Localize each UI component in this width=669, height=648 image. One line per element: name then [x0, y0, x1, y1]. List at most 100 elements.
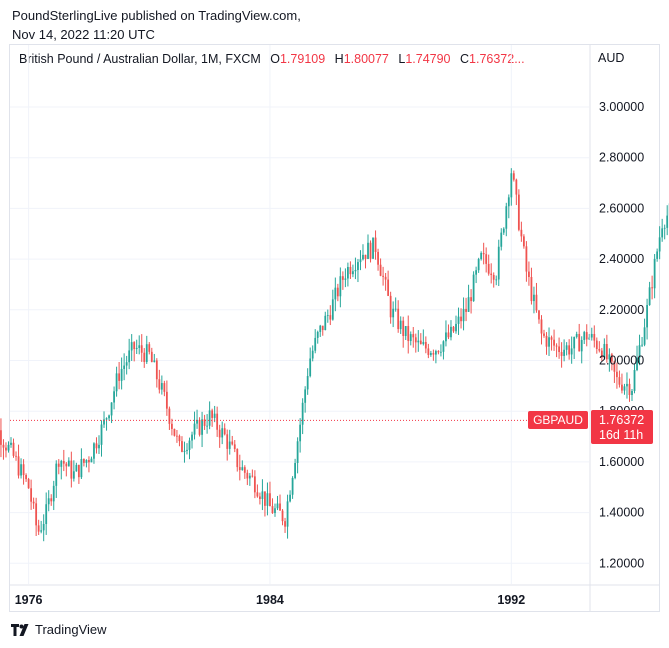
candle-body — [248, 475, 251, 479]
candle-body — [374, 237, 377, 252]
candle-body — [553, 339, 555, 346]
candle-body — [520, 229, 523, 237]
time-axis: 1976198419922000200820162024 — [15, 593, 526, 607]
price-badge-value: 1.76372 — [599, 413, 644, 427]
candle-body — [133, 342, 136, 350]
y-tick-label: 1.60000 — [599, 455, 644, 469]
candle-body — [326, 315, 329, 316]
candle-body — [570, 348, 573, 355]
publisher-line-1: PoundSterlingLive published on TradingVi… — [12, 8, 301, 23]
candle-body — [289, 494, 291, 502]
candle-body — [354, 270, 357, 272]
candle-body — [485, 254, 488, 264]
candle-body — [291, 477, 294, 495]
candle-body — [568, 345, 571, 355]
publisher-info: PoundSterlingLive published on TradingVi… — [12, 6, 301, 44]
candle-body — [522, 236, 525, 247]
candle-body — [0, 430, 2, 445]
candle-body — [62, 460, 65, 464]
candle-body — [389, 295, 392, 318]
candle-body — [404, 326, 407, 337]
candle-body — [349, 266, 352, 275]
close-label: C — [459, 52, 470, 66]
candle-body — [605, 343, 608, 360]
candle-body — [32, 501, 35, 504]
candle-body — [196, 419, 198, 424]
candle-body — [653, 258, 656, 289]
candle-body — [299, 424, 302, 442]
candle-body — [206, 425, 209, 427]
candle-body — [30, 488, 33, 502]
candle-body — [279, 503, 281, 511]
candle-body — [382, 275, 384, 277]
candle-body — [643, 327, 646, 345]
candle-body — [585, 332, 588, 340]
candle-body — [455, 323, 457, 332]
candle-body — [145, 344, 148, 362]
candle-body — [482, 253, 485, 255]
candle-body — [316, 331, 319, 338]
candle-body — [103, 419, 105, 425]
candle-body — [442, 341, 445, 352]
candle-body — [271, 506, 274, 514]
candle-body — [118, 373, 121, 381]
candle-body — [387, 279, 390, 296]
x-tick-label: 1992 — [497, 593, 525, 607]
candle-body — [480, 253, 483, 260]
candle-body — [120, 368, 123, 381]
candle-body — [27, 479, 30, 489]
footer-brand[interactable]: TradingView — [35, 622, 107, 637]
candle-body — [467, 297, 470, 312]
candle-body — [309, 358, 312, 377]
candle-body — [105, 418, 108, 420]
candle-body — [266, 493, 269, 506]
candle-body — [77, 464, 80, 478]
candle-body — [251, 475, 254, 477]
symbol-legend: British Pound / Australian Dollar, 1M, F… — [19, 52, 525, 66]
candle-body — [10, 442, 12, 445]
candle-body — [221, 428, 224, 438]
tradingview-logo-icon[interactable] — [11, 623, 31, 636]
candle-body — [434, 351, 437, 355]
candle-body — [565, 345, 568, 350]
candle-body — [75, 464, 78, 472]
candle-body — [201, 419, 203, 435]
candle-body — [648, 287, 651, 306]
candle-body — [243, 467, 246, 473]
high-value: 1.80077 — [343, 52, 389, 66]
candle-body — [50, 498, 53, 502]
candle-body — [515, 179, 518, 195]
candle-body — [72, 471, 75, 479]
candle-body — [367, 242, 369, 259]
candle-body — [216, 413, 219, 430]
candle-body — [636, 357, 638, 371]
candle-body — [188, 440, 191, 450]
candle-body — [475, 270, 478, 275]
candle-body — [362, 254, 364, 260]
y-tick-label: 2.80000 — [599, 151, 644, 165]
candle-body — [321, 325, 324, 331]
candle-body — [2, 444, 5, 448]
candle-body — [543, 333, 545, 336]
candle-body — [331, 299, 334, 320]
candle-body — [392, 308, 395, 318]
chart-frame — [9, 44, 660, 612]
candle-body — [223, 428, 226, 435]
candle-body — [70, 460, 73, 479]
candle-body — [460, 316, 462, 322]
candle-body — [236, 448, 239, 468]
candle-body — [533, 294, 535, 302]
candle-body — [246, 472, 249, 479]
candle-body — [98, 444, 100, 449]
candle-body — [52, 485, 55, 502]
price-badge: 1.76372 16d 11h — [591, 410, 653, 444]
candle-body — [47, 498, 50, 505]
candle-body — [261, 491, 264, 499]
candle-body — [181, 441, 183, 452]
candle-body — [339, 276, 342, 297]
candle-body — [336, 287, 339, 297]
candle-body — [37, 525, 40, 532]
candle-body — [7, 444, 10, 451]
candle-body — [359, 259, 362, 263]
